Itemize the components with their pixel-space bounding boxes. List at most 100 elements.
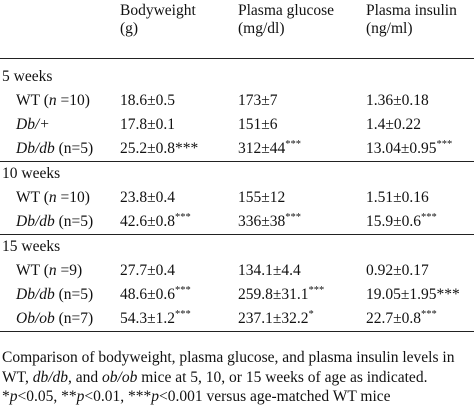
caption-text: , and — [68, 368, 103, 386]
row-label: WT (n =10) — [0, 89, 120, 113]
row-label: WT (n =10) — [0, 186, 120, 210]
bodyweight-cell-value: 18.6±0.5 — [120, 92, 176, 110]
table-row: WT (n =9) 27.7±0.4 134.1±4.4 0.92±0.17 — [0, 259, 474, 283]
glucose-cell: 336±38*** — [238, 210, 366, 235]
header-glucose: Plasma glucose (mg/dl) — [238, 0, 366, 59]
row-label-suffix: (n=5) — [54, 140, 94, 158]
caption-text: WT, — [2, 368, 33, 386]
row-label: Db/+ — [0, 113, 120, 137]
caption-text: <0.05, ** — [17, 388, 77, 405]
bodyweight-cell: 48.6±0.6*** — [120, 283, 238, 307]
table-row: Db/+ 17.8±0.1 151±6 1.4±0.22 — [0, 113, 474, 137]
row-label-suffix: (n=7) — [54, 310, 94, 328]
bodyweight-cell: 18.6±0.5 — [120, 89, 238, 113]
bodyweight-cell-value: 27.7±0.4 — [120, 262, 176, 280]
row-label-prefix: WT ( — [16, 189, 49, 207]
caption-p-symbol: p — [9, 388, 18, 405]
glucose-cell-value: 155±12 — [238, 189, 286, 207]
glucose-cell-value: 237.1±32.2 — [238, 310, 309, 328]
caption-text: mice at 5, 10, or 15 weeks of age as ind… — [137, 368, 428, 386]
caption-genotype-db: db/db — [32, 368, 69, 386]
insulin-cell: 1.36±0.18 — [366, 89, 474, 113]
insulin-cell-value: 1.51±0.16 — [366, 189, 429, 207]
insulin-cell-value: 13.04±0.95 — [366, 140, 437, 158]
table-row: Db/db (n=5) 48.6±0.6*** 259.8±31.1*** 19.05… — [0, 283, 474, 307]
glucose-cell-value: 151±6 — [238, 116, 278, 134]
glucose-cell: 151±6 — [238, 113, 366, 137]
bodyweight-cell: 54.3±1.2*** — [120, 307, 238, 332]
bodyweight-cell-value: 25.2±0.8*** — [120, 140, 199, 158]
table-row: Db/db (n=5) 25.2±0.8*** 312±44*** 13.04±0.9… — [0, 137, 474, 162]
insulin-cell: 19.05±1.95*** — [366, 283, 474, 307]
insulin-cell: 15.9±0.6*** — [366, 210, 474, 235]
row-label-italic: n — [48, 262, 57, 280]
insulin-cell: 1.4±0.22 — [366, 113, 474, 137]
glucose-cell: 312±44*** — [238, 137, 366, 162]
bodyweight-cell-value: 23.8±0.4 — [120, 189, 176, 207]
bodyweight-cell-value: 17.8±0.1 — [120, 116, 176, 134]
glucose-cell-value: 134.1±4.4 — [238, 262, 301, 280]
row-label-italic: Db/db — [16, 286, 55, 304]
header-glucose-unit: (mg/dl) — [238, 19, 285, 37]
insulin-cell-significance: *** — [421, 212, 437, 224]
row-label-suffix: (n=5) — [54, 286, 94, 304]
row-label: Db/db (n=5) — [0, 137, 120, 162]
group-row: 15 weeks — [0, 234, 474, 259]
glucose-cell-value: 336±38 — [238, 213, 286, 231]
bodyweight-cell: 17.8±0.1 — [120, 113, 238, 137]
row-label-suffix: =10) — [56, 92, 90, 110]
insulin-cell-significance: *** — [436, 139, 453, 151]
header-insulin-unit: (ng/ml) — [366, 19, 413, 37]
row-label-italic: Db/db — [16, 213, 55, 231]
insulin-cell-value: 19.05±1.95*** — [366, 286, 460, 304]
bodyweight-cell-significance: *** — [175, 309, 191, 321]
header-bodyweight-title: Bodyweight — [120, 2, 196, 19]
insulin-cell: 22.7±0.8*** — [366, 307, 474, 332]
caption-genotype-ob: ob/ob — [102, 368, 138, 386]
glucose-cell-value: 259.8±31.1 — [238, 286, 309, 304]
bodyweight-cell-value: 42.6±0.8 — [120, 213, 176, 231]
glucose-cell-value: 173±7 — [238, 92, 278, 110]
glucose-cell: 134.1±4.4 — [238, 259, 366, 283]
data-table: Bodyweight (g) Plasma glucose (mg/dl) Pl… — [0, 0, 474, 332]
caption-text: * — [2, 388, 10, 405]
insulin-cell-value: 15.9±0.6 — [366, 213, 422, 231]
glucose-cell-significance: *** — [285, 139, 302, 151]
row-label-prefix: WT ( — [16, 92, 49, 110]
caption-line-2: WT, db/db, and ob/ob mice at 5, 10, or 1… — [2, 368, 474, 388]
glucose-cell-significance: *** — [308, 285, 325, 297]
bodyweight-cell: 27.7±0.4 — [120, 259, 238, 283]
caption-p-symbol: p — [76, 388, 85, 405]
table-caption: Comparison of bodyweight, plasma glucose… — [2, 348, 474, 407]
table-row: Ob/ob (n=7) 54.3±1.2*** 237.1±32.2* 22.7±0.… — [0, 307, 474, 332]
insulin-cell-value: 22.7±0.8 — [366, 310, 422, 328]
table-header: Bodyweight (g) Plasma glucose (mg/dl) Pl… — [0, 0, 474, 59]
glucose-cell: 155±12 — [238, 186, 366, 210]
bodyweight-cell-value: 54.3±1.2 — [120, 310, 176, 328]
table-row: WT (n =10) 18.6±0.5 173±7 1.36±0.18 — [0, 89, 474, 113]
bodyweight-cell: 25.2±0.8*** — [120, 137, 238, 162]
row-label: Db/db (n=5) — [0, 283, 120, 307]
bodyweight-cell: 23.8±0.4 — [120, 186, 238, 210]
insulin-cell-value: 1.36±0.18 — [366, 92, 429, 110]
row-label: Db/db (n=5) — [0, 210, 120, 235]
caption-line-3: *p<0.05, **p<0.01, ***p<0.001 versus age… — [2, 387, 474, 407]
caption-p-symbol: p — [151, 388, 159, 405]
group-label: 15 weeks — [0, 234, 474, 259]
glucose-cell-significance: *** — [285, 212, 302, 224]
row-label-suffix: =10) — [56, 189, 90, 207]
header-row: Bodyweight (g) Plasma glucose (mg/dl) Pl… — [0, 0, 474, 59]
bodyweight-cell-significance: *** — [175, 212, 191, 224]
insulin-cell: 1.51±0.16 — [366, 186, 474, 210]
insulin-cell-value: 0.92±0.17 — [366, 262, 429, 280]
row-label-italic: Db/db — [16, 140, 55, 158]
glucose-cell-value: 312±44 — [238, 140, 286, 158]
row-label-prefix: WT ( — [16, 262, 49, 280]
row-label-suffix: =9) — [56, 262, 83, 280]
insulin-cell: 0.92±0.17 — [366, 259, 474, 283]
header-label-column — [0, 0, 120, 59]
row-label: WT (n =9) — [0, 259, 120, 283]
group-label: 5 weeks — [2, 68, 53, 86]
header-bodyweight: Bodyweight (g) — [120, 0, 238, 59]
